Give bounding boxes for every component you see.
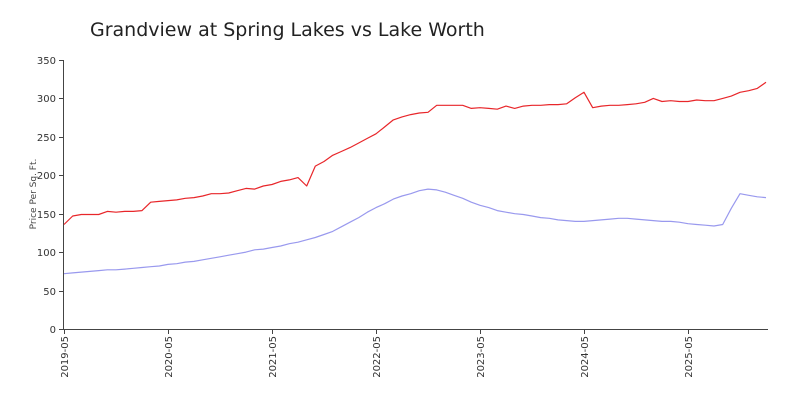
x-tick-label: 2020-05 [164, 336, 175, 378]
x-tick-label: 2021-05 [268, 336, 279, 378]
series-line-red [63, 81, 767, 225]
x-ticks: 2019-05 2020-05 2021-05 2022-05 2023-05 2024-… [60, 329, 695, 378]
y-tick-label: 150 [37, 210, 56, 221]
series-layer [63, 81, 767, 275]
x-tick-label: 2024-05 [580, 336, 591, 378]
x-tick-label: 2022-05 [372, 336, 383, 378]
x-tick-label: 2023-05 [476, 336, 487, 378]
y-tick-label: 250 [37, 133, 56, 144]
chart-title: Grandview at Spring Lakes vs Lake Worth [90, 19, 485, 41]
y-axis-title: Price Per Sq. Ft. [29, 159, 39, 230]
y-tick-label: 300 [37, 94, 56, 105]
x-tick-label: 2025-05 [684, 336, 695, 378]
series-line-blue [63, 188, 767, 275]
y-tick-label: 200 [37, 171, 56, 182]
y-tick-label: 0 [50, 325, 56, 336]
y-tick-label: 350 [37, 56, 56, 67]
y-ticks: 0 50 100 150 200 250 300 350 [37, 56, 64, 336]
y-tick-label: 50 [43, 287, 56, 298]
x-tick-label: 2019-05 [60, 336, 71, 378]
y-tick-label: 100 [37, 248, 56, 259]
